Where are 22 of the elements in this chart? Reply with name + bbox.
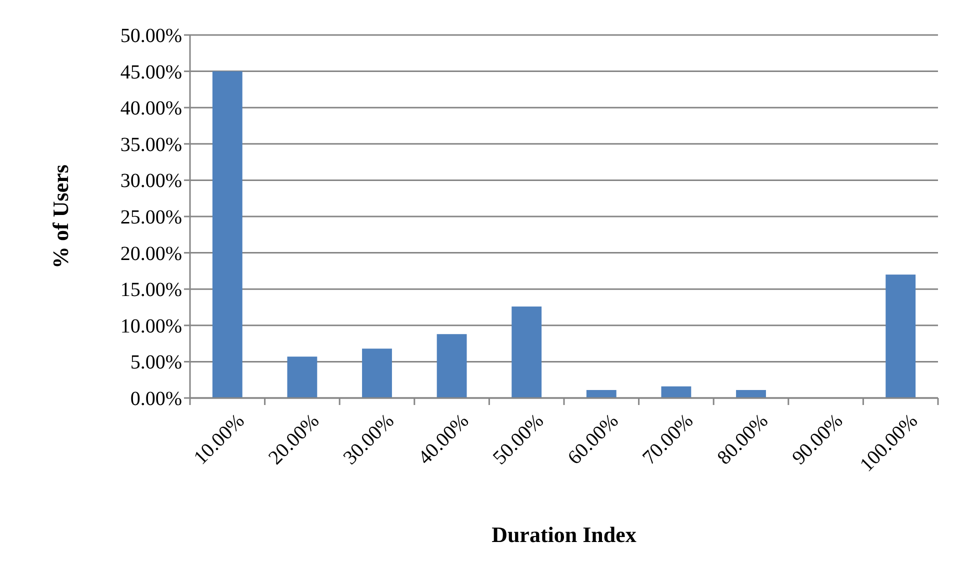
y-tick-label: 5.00% <box>130 352 182 374</box>
y-tick-label: 0.00% <box>130 388 182 410</box>
bar <box>212 71 242 398</box>
bar <box>661 386 692 398</box>
bar <box>287 356 318 398</box>
y-tick-label: 30.00% <box>120 170 182 192</box>
bar <box>362 348 392 398</box>
y-tick-label: 20.00% <box>120 242 182 265</box>
y-tick-label: 25.00% <box>120 206 182 228</box>
y-axis-title: % of Users <box>48 164 73 268</box>
bar <box>436 334 467 398</box>
y-tick-label: 50.00% <box>120 25 182 47</box>
x-axis-title: Duration Index <box>492 522 636 547</box>
bar <box>886 274 916 398</box>
bar <box>736 390 766 398</box>
y-tick-label: 45.00% <box>120 61 182 84</box>
y-tick-label: 40.00% <box>120 98 182 120</box>
y-tick-label: 10.00% <box>120 315 182 338</box>
y-tick-label: 15.00% <box>120 279 182 302</box>
y-tick-label: 35.00% <box>120 134 182 156</box>
bar <box>586 390 616 398</box>
bar <box>512 306 542 398</box>
